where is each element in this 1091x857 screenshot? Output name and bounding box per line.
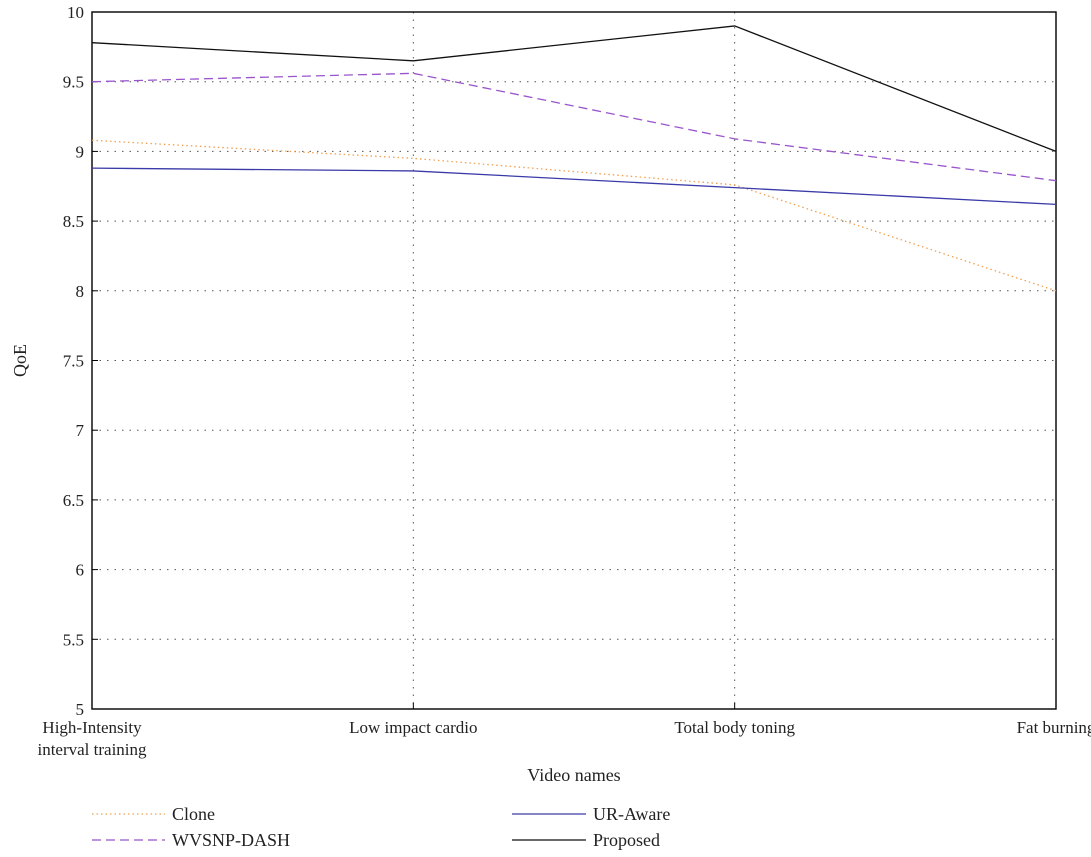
series-line-clone [91, 139, 1057, 292]
y-tick-label: 8.5 [63, 212, 84, 231]
x-tick-label-line: Total body toning [674, 718, 795, 737]
y-tick-label: 5.5 [63, 630, 84, 649]
y-tick-label: 7 [76, 421, 85, 440]
x-axis-title: Video names [527, 765, 620, 785]
legend-label: Proposed [593, 830, 660, 850]
x-tick-label-line: interval training [37, 740, 147, 759]
x-axis-ticks: High-Intensity interval training Low impac… [37, 703, 1091, 759]
x-tick-label-line: Low impact cardio [349, 718, 477, 737]
y-tick-label: 8 [76, 282, 85, 301]
y-axis-title: QoE [10, 344, 30, 377]
series-line-ur-aware [91, 167, 1057, 206]
y-tick-label: 5 [76, 700, 85, 719]
legend-label: UR-Aware [593, 804, 670, 824]
y-tick-label: 9 [76, 142, 85, 161]
plot-area-frame [91, 11, 1057, 710]
grid-lines [92, 12, 1056, 709]
y-tick-label: 6.5 [63, 491, 84, 510]
x-tick-label: Low impact cardio [349, 718, 477, 737]
legend-label: Clone [172, 804, 215, 824]
legend-label: WVSNP-DASH [172, 830, 290, 850]
x-tick-label-line: Fat burning [1017, 718, 1091, 737]
legend: Clone UR-Aware WVSNP-DASH Proposed [92, 804, 670, 850]
y-tick-label: 9.5 [63, 73, 84, 92]
series-line-wvsnp-dash [91, 72, 1057, 182]
x-tick-label: Fat burning [1017, 718, 1091, 737]
series-line-proposed [91, 25, 1057, 153]
series-lines [91, 25, 1057, 292]
y-axis-ticks: 5 5.5 6 6.5 7 7.5 8 8.5 9 9.5 10 [63, 3, 98, 719]
x-tick-label: High-Intensity interval training [37, 718, 147, 759]
y-tick-label: 7.5 [63, 352, 84, 371]
y-tick-label: 6 [76, 561, 85, 580]
x-tick-label: Total body toning [674, 718, 795, 737]
y-tick-label: 10 [67, 3, 84, 22]
x-tick-label-line: High-Intensity [42, 718, 142, 737]
